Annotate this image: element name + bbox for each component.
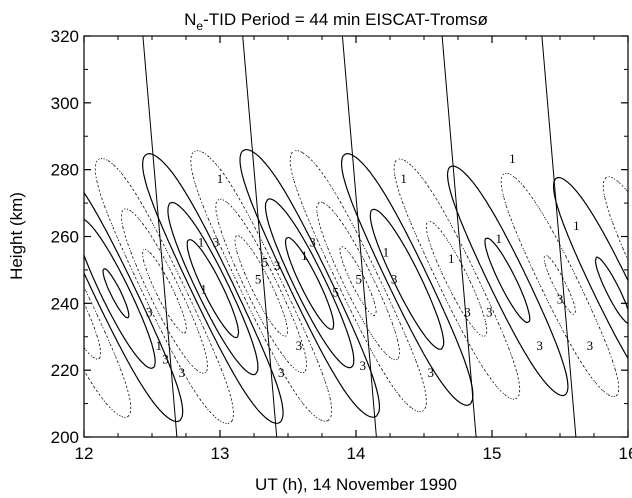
y-tick-label: 240	[51, 294, 79, 313]
contour-label: 3	[146, 305, 153, 320]
contour-label: 3	[391, 271, 398, 286]
y-axis-label: Height (km)	[7, 192, 26, 280]
contour-label: 1	[200, 281, 207, 296]
contour-label: 1	[156, 338, 163, 353]
contour-label: 3	[213, 235, 220, 250]
contour-label: 1	[217, 171, 224, 186]
contour-label: 3	[296, 338, 303, 353]
positive-contours	[84, 36, 628, 437]
y-tick-label: 280	[51, 161, 79, 180]
y-tick-label: 220	[51, 361, 79, 380]
contour-label: 1	[573, 218, 580, 233]
x-tick-label: 15	[483, 444, 502, 463]
negative-contour-line	[84, 198, 576, 374]
x-tick-label: 14	[347, 444, 366, 463]
negative-contour-line	[84, 150, 628, 424]
title-subscript: e	[196, 19, 203, 33]
contour-label: 3	[274, 258, 281, 273]
contour-label: 3	[179, 365, 186, 380]
negative-contour-line	[142, 235, 377, 337]
phase-contour-line	[341, 36, 377, 437]
axis-ticks	[83, 35, 629, 438]
y-tick-label: 260	[51, 228, 79, 247]
contour-label: 5	[355, 271, 362, 286]
contour-label: 3	[557, 291, 564, 306]
x-tick-label: 16	[619, 444, 632, 463]
contour-label: 1	[509, 151, 516, 166]
x-tick-label: 12	[75, 444, 94, 463]
title-prefix: N	[184, 10, 196, 29]
y-tick-label: 200	[51, 428, 79, 447]
tick-labels: 1213141516200220240260280300320	[51, 27, 632, 463]
contour-label: 1	[301, 248, 308, 263]
contour-label: 3	[464, 305, 471, 320]
y-tick-label: 320	[51, 27, 79, 46]
x-axis-label: UT (h), 14 November 1990	[255, 475, 457, 494]
contour-label: 3	[278, 365, 285, 380]
phase-contour-line	[441, 36, 477, 437]
contour-label: 1	[448, 251, 455, 266]
contour-label: 5	[262, 255, 269, 270]
contour-label: 1	[383, 245, 390, 260]
positive-contour-line	[84, 149, 628, 424]
negative-contours	[84, 150, 628, 424]
contour-label: 5	[332, 285, 339, 300]
contour-label: 5	[255, 271, 262, 286]
chart-title: Ne-TID Period = 44 min EISCAT-Tromsø	[184, 10, 488, 33]
contour-label: 1	[198, 235, 205, 250]
title-rest: -TID Period = 44 min EISCAT-Tromsø	[203, 10, 488, 29]
contour-label: 3	[162, 351, 169, 366]
phase-contour-line	[541, 36, 577, 437]
plot-frame	[83, 35, 629, 438]
positive-contour-line	[84, 198, 628, 376]
y-tick-label: 300	[51, 94, 79, 113]
positive-contour-line	[102, 236, 335, 339]
contour-label: 3	[536, 338, 543, 353]
contour-label: 1	[496, 231, 503, 246]
contour-label: 3	[428, 365, 435, 380]
contour-label: 3	[360, 358, 367, 373]
phase-contour-line	[242, 36, 278, 437]
contour-label: 3	[309, 235, 316, 250]
contour-label: 3	[587, 338, 594, 353]
contour-label: 3	[486, 305, 493, 320]
contour-label: 1	[400, 171, 407, 186]
x-tick-label: 13	[211, 444, 230, 463]
